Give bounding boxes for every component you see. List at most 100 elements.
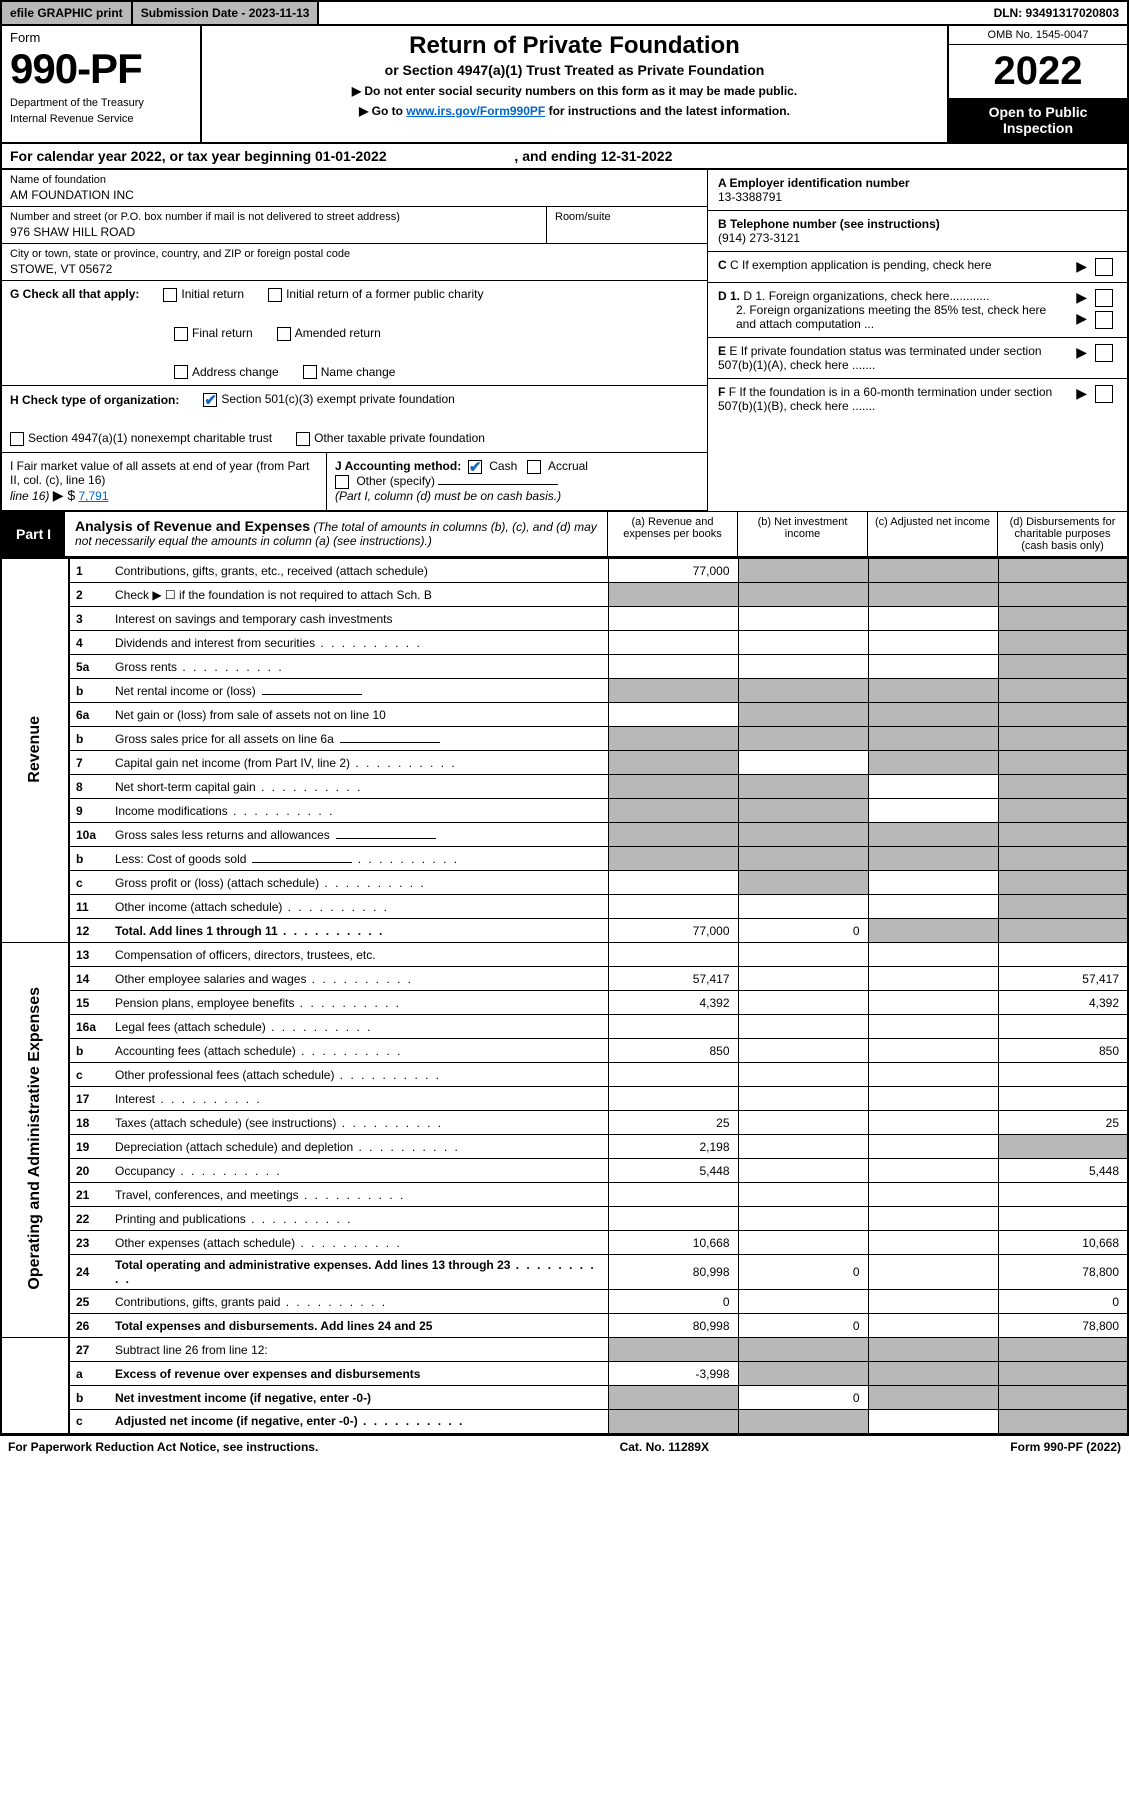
form-header: Form 990-PF Department of the Treasury I… — [0, 26, 1129, 144]
amount-cell — [998, 679, 1128, 703]
cb-85pct-test[interactable] — [1095, 311, 1113, 329]
cb-address-change[interactable] — [174, 365, 188, 379]
amount-cell — [868, 1087, 998, 1111]
amount-cell — [998, 1135, 1128, 1159]
amount-cell — [868, 1255, 998, 1290]
i-cell: I Fair market value of all assets at end… — [2, 453, 327, 510]
cb-foreign-org[interactable] — [1095, 289, 1113, 307]
cb-status-terminated[interactable] — [1095, 344, 1113, 362]
opt-other-taxable: Other taxable private foundation — [314, 431, 485, 445]
instr-goto: ▶ Go to www.irs.gov/Form990PF for instru… — [214, 104, 935, 118]
cb-4947[interactable] — [10, 432, 24, 446]
cb-initial-former[interactable] — [268, 288, 282, 302]
amount-cell — [608, 1338, 738, 1362]
amount-cell — [608, 943, 738, 967]
amount-cell — [608, 583, 738, 607]
amount-cell — [868, 799, 998, 823]
cb-other-taxable[interactable] — [296, 432, 310, 446]
amount-cell: 25 — [608, 1111, 738, 1135]
j-label: J Accounting method: — [335, 459, 461, 473]
line-description: Adjusted net income (if negative, enter … — [109, 1410, 608, 1434]
city-value: STOWE, VT 05672 — [10, 262, 699, 276]
cb-amended-return[interactable] — [277, 327, 291, 341]
d2-label: 2. Foreign organizations meeting the 85%… — [718, 303, 1068, 331]
amount-cell — [738, 1135, 868, 1159]
line-number: 5a — [69, 655, 109, 679]
city-label: City or town, state or province, country… — [10, 248, 699, 260]
tax-year: 2022 — [949, 45, 1127, 98]
side-label: Revenue — [1, 559, 69, 943]
amount-cell — [608, 703, 738, 727]
amount-cell — [998, 727, 1128, 751]
form990pf-link[interactable]: www.irs.gov/Form990PF — [406, 104, 545, 118]
amount-cell — [738, 655, 868, 679]
cb-60month-term[interactable] — [1095, 385, 1113, 403]
cb-exemption-pending[interactable] — [1095, 258, 1113, 276]
amount-cell: 0 — [738, 1386, 868, 1410]
cb-name-change[interactable] — [303, 365, 317, 379]
amount-cell — [998, 583, 1128, 607]
cb-initial-return[interactable] — [163, 288, 177, 302]
form-subtitle: or Section 4947(a)(1) Trust Treated as P… — [214, 62, 935, 78]
footer-mid: Cat. No. 11289X — [620, 1440, 709, 1454]
line-description: Occupancy — [109, 1159, 608, 1183]
opt-addr-change: Address change — [192, 365, 279, 379]
amount-cell — [868, 1159, 998, 1183]
amount-cell — [998, 1207, 1128, 1231]
cb-other-method[interactable] — [335, 475, 349, 489]
amount-cell — [608, 631, 738, 655]
line-description: Net investment income (if negative, ente… — [109, 1386, 608, 1410]
arrow-icon: ▶ — [1076, 258, 1087, 275]
cb-cash[interactable] — [468, 460, 482, 474]
amount-cell — [738, 991, 868, 1015]
efile-print-button[interactable]: efile GRAPHIC print — [2, 2, 133, 24]
amount-cell: 78,800 — [998, 1255, 1128, 1290]
line-description: Other employee salaries and wages — [109, 967, 608, 991]
line-description: Total expenses and disbursements. Add li… — [109, 1314, 608, 1338]
line-number: c — [69, 1410, 109, 1434]
amount-cell — [868, 1015, 998, 1039]
arrow-icon: ▶ — [1076, 289, 1087, 306]
line-description: Total operating and administrative expen… — [109, 1255, 608, 1290]
instr-post: for instructions and the latest informat… — [545, 104, 790, 118]
opt-initial: Initial return — [181, 287, 244, 301]
line-number: 27 — [69, 1338, 109, 1362]
cb-final-return[interactable] — [174, 327, 188, 341]
amount-cell — [608, 607, 738, 631]
city-cell: City or town, state or province, country… — [2, 244, 707, 281]
cb-501c3[interactable] — [203, 393, 217, 407]
line-description: Net rental income or (loss) — [109, 679, 608, 703]
amount-cell — [738, 607, 868, 631]
side-spacer — [1, 1338, 69, 1434]
line-description: Legal fees (attach schedule) — [109, 1015, 608, 1039]
amount-cell: 850 — [998, 1039, 1128, 1063]
open-to-public: Open to Public Inspection — [949, 98, 1127, 142]
amount-cell — [998, 655, 1128, 679]
h-check-row: H Check type of organization: Section 50… — [2, 386, 707, 453]
line-number: 17 — [69, 1087, 109, 1111]
amount-cell — [738, 1362, 868, 1386]
i-j-row: I Fair market value of all assets at end… — [2, 453, 707, 511]
line-description: Other income (attach schedule) — [109, 895, 608, 919]
amount-cell: 0 — [738, 919, 868, 943]
amount-cell: 80,998 — [608, 1314, 738, 1338]
amount-cell — [738, 1159, 868, 1183]
col-d-header: (d) Disbursements for charitable purpose… — [997, 512, 1127, 556]
amount-cell — [868, 1362, 998, 1386]
amount-cell — [998, 1015, 1128, 1039]
line-description: Contributions, gifts, grants, etc., rece… — [109, 559, 608, 583]
amount-cell: 0 — [738, 1314, 868, 1338]
line-number: 23 — [69, 1231, 109, 1255]
col-b-header: (b) Net investment income — [737, 512, 867, 556]
amount-cell: 5,448 — [998, 1159, 1128, 1183]
fmv-link[interactable]: 7,791 — [79, 489, 109, 503]
cb-accrual[interactable] — [527, 460, 541, 474]
amount-cell — [998, 775, 1128, 799]
amount-cell — [998, 1362, 1128, 1386]
line-number: 14 — [69, 967, 109, 991]
amount-cell — [998, 751, 1128, 775]
line-description: Pension plans, employee benefits — [109, 991, 608, 1015]
amount-cell — [998, 943, 1128, 967]
form-word: Form — [10, 30, 192, 45]
part1-header: Part I Analysis of Revenue and Expenses … — [0, 511, 1129, 558]
